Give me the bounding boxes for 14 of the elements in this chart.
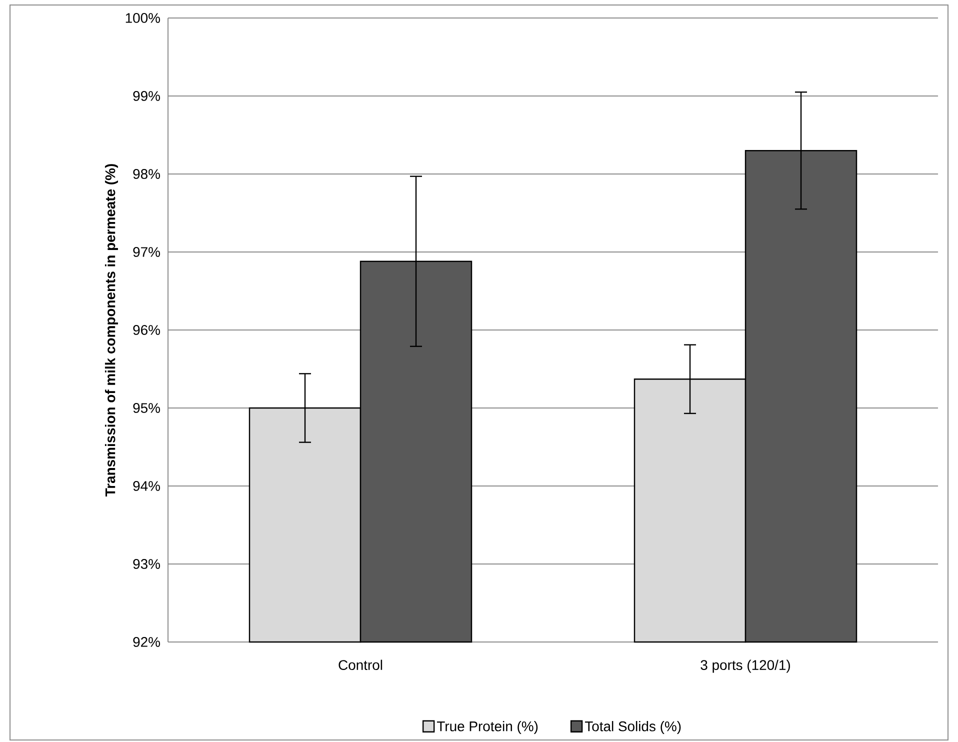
x-tick-label: Control (338, 660, 382, 670)
legend-label: Total Solids (%) (584, 721, 681, 734)
y-tick-label: 96% (133, 325, 160, 335)
y-axis-title: Transmission of milk components in permeate (%) (104, 164, 118, 496)
y-tick-label: 93% (133, 559, 160, 569)
y-tick-label: 95% (133, 403, 160, 413)
y-tick-label: 97% (133, 247, 160, 257)
y-tick-label: 94% (133, 481, 160, 491)
y-tick-label: 98% (133, 169, 160, 179)
legend-label: True Protein (%) (436, 721, 538, 734)
y-tick-label: 100% (126, 13, 160, 23)
y-tick-label: 92% (133, 637, 160, 647)
x-tick-label: 3 ports (120/1) (700, 660, 790, 673)
y-tick-label: 99% (133, 91, 160, 101)
